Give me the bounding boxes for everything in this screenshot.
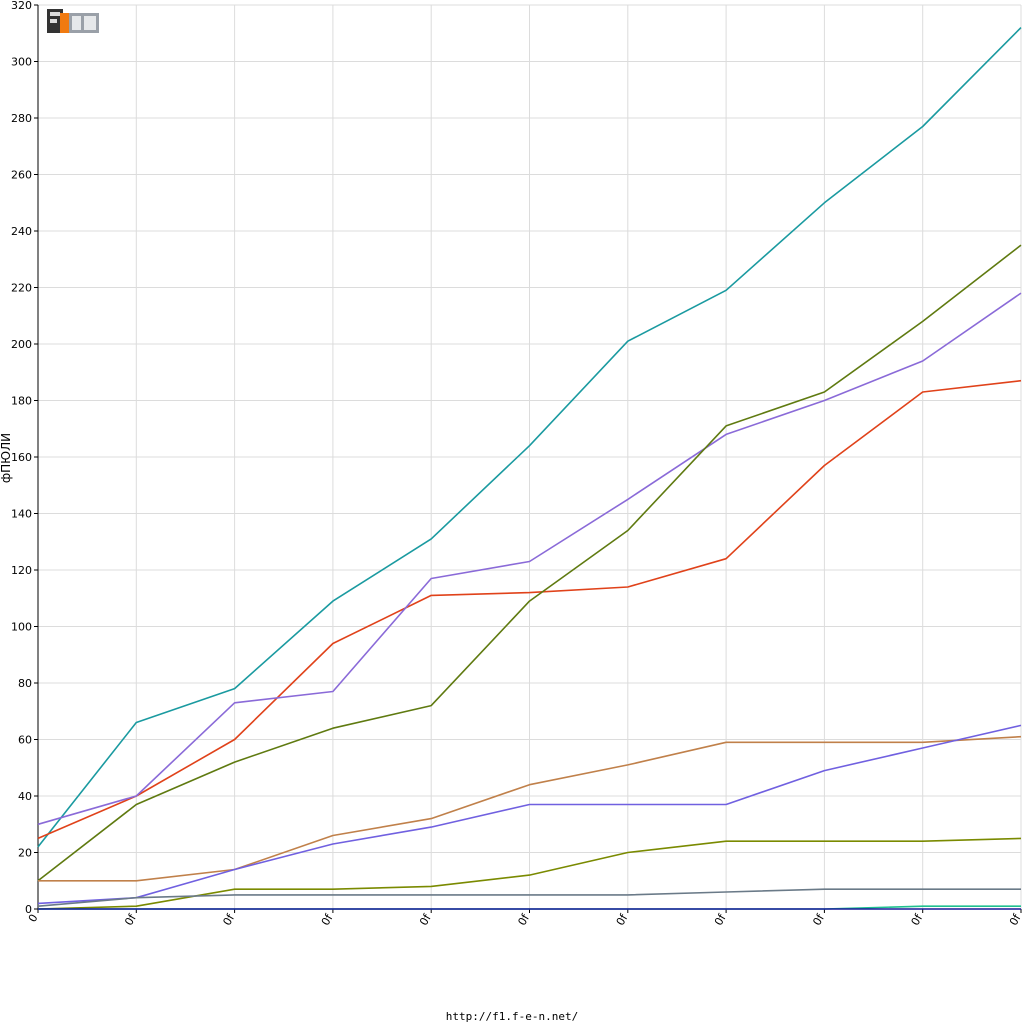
- y-tick-label: 220: [11, 282, 32, 295]
- series-line-2: [37, 379, 1022, 840]
- y-axis-ticks: 0 20 40 60 80 100 120 140 160 180 200 220 240 260 280 3…: [11, 0, 38, 916]
- y-tick-label: 140: [11, 508, 32, 521]
- x-tick-label: 0f: [1007, 911, 1024, 928]
- x-tick-label: 0f: [122, 911, 139, 928]
- series-line-1: [37, 27, 1022, 848]
- x-axis-ticks: 0 0f 0f 0f 0f 0f 0f 0f 0f 0f 0f: [26, 909, 1024, 928]
- x-tick-label: 0f: [319, 911, 336, 928]
- y-tick-label: 60: [18, 734, 32, 747]
- y-tick-label: 120: [11, 564, 32, 577]
- y-tick-label: 280: [11, 112, 32, 125]
- x-tick-label: 0f: [909, 911, 926, 928]
- y-tick-label: 200: [11, 338, 32, 351]
- x-tick-label: 0f: [417, 911, 434, 928]
- f1fen-logo: [47, 9, 99, 33]
- series-lines: [37, 27, 1022, 910]
- y-tick-label: 160: [11, 451, 32, 464]
- series-line-8: [37, 888, 1021, 907]
- series-line-6: [37, 724, 1022, 905]
- x-tick-label: 0f: [614, 911, 631, 928]
- y-tick-label: 240: [11, 225, 32, 238]
- y-tick-label: 260: [11, 169, 32, 182]
- y-tick-label: 180: [11, 395, 32, 408]
- x-tick-label: 0: [26, 912, 41, 925]
- y-tick-label: 0: [25, 903, 32, 916]
- series-line-3: [37, 292, 1022, 826]
- x-tick-label: 0f: [712, 911, 729, 928]
- y-tick-label: 320: [11, 0, 32, 12]
- series-line-5: [38, 735, 1022, 882]
- series-line-7: [37, 837, 1022, 910]
- y-tick-label: 300: [11, 56, 32, 69]
- x-tick-label: 0f: [221, 911, 238, 928]
- x-tick-label: 0f: [810, 911, 827, 928]
- y-tick-label: 40: [18, 790, 32, 803]
- y-axis-label: фПЮЛИ: [0, 433, 13, 483]
- y-tick-label: 80: [18, 677, 32, 690]
- grid: [37, 4, 1022, 910]
- x-tick-label: 0f: [515, 911, 532, 928]
- series-line-4: [37, 244, 1022, 882]
- footer-url[interactable]: http://f1.f-e-n.net/: [445, 1010, 579, 1023]
- y-tick-label: 20: [18, 847, 32, 860]
- y-tick-label: 100: [11, 621, 32, 634]
